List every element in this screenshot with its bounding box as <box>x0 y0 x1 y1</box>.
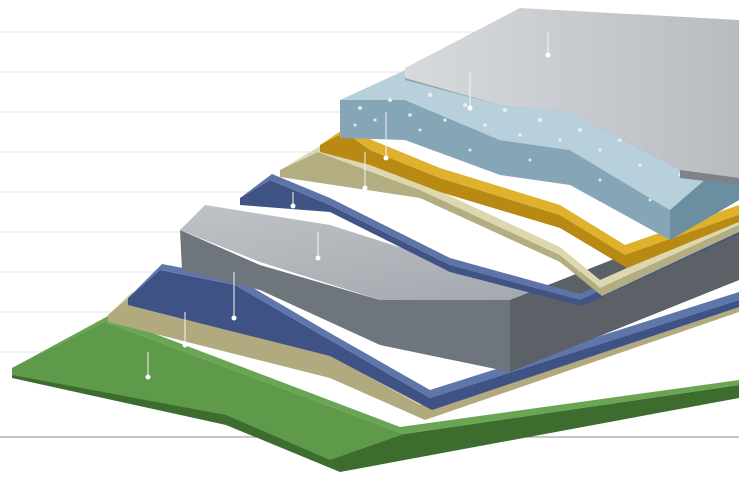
texture-dot <box>463 103 467 107</box>
texture-dot <box>537 117 543 123</box>
leader-dot <box>231 315 237 321</box>
layer-blue-lower <box>128 264 739 410</box>
texture-dot <box>558 138 562 142</box>
texture-dot <box>598 178 602 182</box>
texture-dot <box>427 92 433 98</box>
texture-dot <box>388 98 392 102</box>
texture-dot <box>353 123 357 127</box>
leader-dots <box>145 52 551 380</box>
leader-dot <box>145 374 151 380</box>
texture-dot <box>503 108 507 112</box>
texture-dot <box>648 198 652 202</box>
texture-dot <box>528 158 532 162</box>
texture-dot <box>578 128 582 132</box>
leader-dot <box>362 185 368 191</box>
texture-dot <box>518 133 522 137</box>
layer-green-base <box>12 316 739 472</box>
leader-dot <box>290 203 296 209</box>
texture-dot <box>443 118 447 122</box>
label-guide-lines <box>0 31 548 353</box>
texture-dot <box>618 138 622 142</box>
leader-dot <box>467 105 473 111</box>
layer-top-surface <box>405 8 739 185</box>
texture-dot <box>418 128 422 132</box>
leader-dot <box>545 52 551 58</box>
texture-dot <box>408 113 412 117</box>
texture-dot <box>373 118 377 122</box>
leader-dot <box>182 342 188 348</box>
texture-dot <box>638 163 642 167</box>
leader-dot <box>315 255 321 261</box>
texture-dot <box>468 148 472 152</box>
layer-blue-sheet <box>240 174 739 306</box>
texture-dot <box>598 148 602 152</box>
texture-dot <box>358 106 362 110</box>
layer-textured-board <box>340 68 739 240</box>
texture-dot <box>483 123 487 127</box>
layer-beige-sheet <box>280 146 739 296</box>
layer-yellow-sheet <box>320 126 739 268</box>
leader-dot <box>383 155 389 161</box>
